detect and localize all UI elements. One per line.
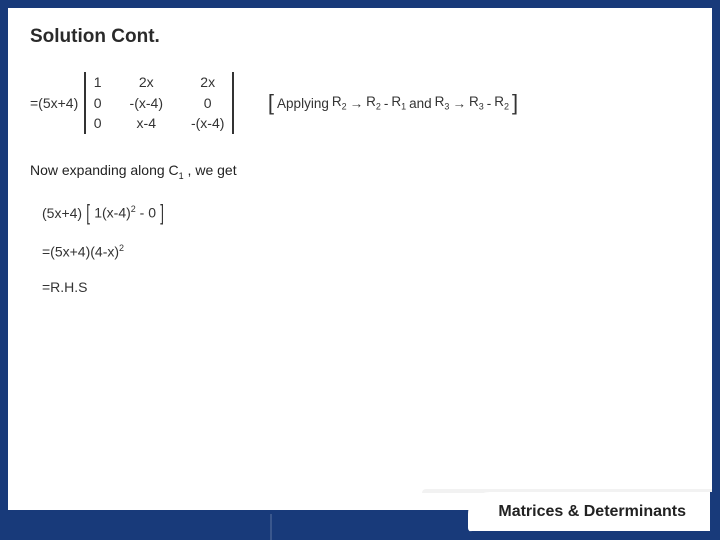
annot-arrow: → bbox=[350, 96, 364, 111]
cell: 0 bbox=[94, 115, 102, 132]
cell: 0 bbox=[94, 95, 102, 112]
determinant-expression: =(5x+4) 1 2x 2x 0 -(x-4) 0 0 x-4 -(x-4) … bbox=[30, 72, 690, 134]
derivation-steps: (5x+4) [ 1(x-4)2 - 0 ] =(5x+4)(4-x)2 =R.… bbox=[42, 203, 690, 295]
row-operation-annotation: [ Applying R2 → R2 - R1 and R3 → R3 - R2… bbox=[268, 92, 518, 114]
cell: x-4 bbox=[130, 115, 163, 132]
det-bar-right bbox=[232, 72, 234, 134]
annot-r2b: R2 bbox=[366, 94, 381, 112]
slide-title: Solution Cont. bbox=[30, 26, 690, 48]
annot-r2: R2 bbox=[332, 94, 347, 112]
cell: 2x bbox=[130, 74, 163, 91]
cell: 1 bbox=[94, 74, 102, 91]
annot-r1: R1 bbox=[391, 94, 406, 112]
footer-separator bbox=[270, 514, 272, 540]
bracket-open-icon: [ bbox=[86, 203, 90, 223]
annot-applying: Applying bbox=[277, 96, 329, 111]
matrix-grid: 1 2x 2x 0 -(x-4) 0 0 x-4 -(x-4) bbox=[86, 72, 233, 134]
annot-arrow2: → bbox=[452, 96, 466, 111]
expansion-text: Now expanding along C1 , we get bbox=[30, 162, 690, 181]
bracket-close: ] bbox=[512, 92, 518, 114]
bracket-open: [ bbox=[268, 92, 274, 114]
annot-and: and bbox=[409, 96, 432, 111]
annot-r2c: R2 bbox=[494, 94, 509, 112]
slide-content: Solution Cont. =(5x+4) 1 2x 2x 0 -(x-4) … bbox=[8, 8, 712, 510]
determinant: 1 2x 2x 0 -(x-4) 0 0 x-4 -(x-4) bbox=[84, 72, 234, 134]
cell: 2x bbox=[191, 74, 224, 91]
cell: -(x-4) bbox=[130, 95, 163, 112]
annot-minus2: - bbox=[487, 96, 492, 111]
bracket-close-icon: ] bbox=[160, 203, 164, 223]
annot-r3: R3 bbox=[435, 94, 450, 112]
annot-minus: - bbox=[384, 96, 389, 111]
cell: -(x-4) bbox=[191, 115, 224, 132]
step-1: (5x+4) [ 1(x-4)2 - 0 ] bbox=[42, 203, 690, 223]
topic-label: Matrices & Determinants bbox=[498, 503, 686, 521]
cell: 0 bbox=[191, 95, 224, 112]
coeff-prefix: =(5x+4) bbox=[30, 95, 78, 111]
step-3: =R.H.S bbox=[42, 279, 690, 295]
annot-r3b: R3 bbox=[469, 94, 484, 112]
topic-tab: Matrices & Determinants bbox=[468, 492, 712, 532]
step-2: =(5x+4)(4-x)2 bbox=[42, 243, 690, 260]
